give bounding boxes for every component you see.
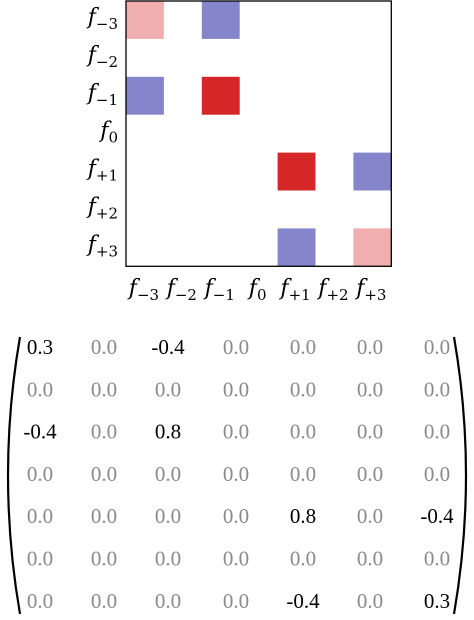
heatmap-cell [126, 76, 164, 115]
matrix-cell: 0.0 [357, 335, 383, 359]
x-tick-label: f0 [247, 276, 267, 304]
heatmap [125, 0, 392, 267]
heatmap-cell [277, 228, 316, 267]
y-tick-label: f+1 [86, 157, 118, 185]
matrix-cell: 0.0 [223, 462, 249, 486]
x-tick-label: f−3 [127, 276, 159, 304]
x-tick-label: f−1 [203, 276, 235, 304]
matrix-cell: 0.0 [27, 589, 53, 613]
matrix-cell: 0.8 [155, 420, 181, 444]
y-tick-label: f−2 [86, 43, 118, 71]
matrix-cell: -0.4 [23, 420, 57, 444]
matrix-cell: 0.0 [91, 547, 117, 571]
heatmap-cell [201, 1, 240, 39]
heatmap-cell [353, 228, 392, 267]
matrix-cell: 0.0 [91, 589, 117, 613]
matrix-cell: 0.0 [155, 547, 181, 571]
matrix-right-parenthesis [452, 336, 468, 615]
heatmap-cell [277, 152, 316, 191]
x-tick-label: f+2 [316, 276, 348, 304]
matrix-cell: 0.0 [91, 504, 117, 528]
matrix-cells: 0.3 0.0 -0.4 0.0 0.0 0.0 0.0 0.0 0.0 0.0 0.0 0.0 0.0… [23, 335, 454, 613]
matrix-cell: 0.0 [424, 335, 450, 359]
matrix-cell: 0.0 [290, 335, 316, 359]
matrix-cell: 0.0 [155, 504, 181, 528]
y-tick-label: f+2 [86, 194, 118, 222]
x-tick-label: f+1 [278, 276, 310, 304]
heatmap-frame [125, 0, 392, 267]
heatmap-cell [353, 152, 392, 191]
matrix-cell: 0.0 [91, 377, 117, 401]
matrix-cell: 0.0 [27, 462, 53, 486]
matrix-cell: -0.4 [151, 335, 185, 359]
matrix-cell: 0.0 [357, 377, 383, 401]
matrix-cell: 0.3 [424, 589, 450, 613]
matrix-cell: 0.0 [91, 462, 117, 486]
matrix-cell: 0.0 [155, 377, 181, 401]
matrix-cell: 0.8 [290, 504, 316, 528]
heatmap-cell [201, 76, 240, 115]
matrix-cell: 0.0 [155, 462, 181, 486]
x-tick-label: f−2 [165, 276, 197, 304]
matrix-cell: 0.0 [357, 547, 383, 571]
heatmap-y-tick-labels: f−3 f−2 f−1 f0 f+1 f+2 f+3 [86, 5, 118, 260]
matrix-cell: 0.0 [91, 335, 117, 359]
matrix-cell: 0.0 [290, 420, 316, 444]
matrix-cell: 0.0 [424, 377, 450, 401]
y-tick-label: f−3 [86, 5, 118, 33]
matrix-cell: 0.0 [27, 377, 53, 401]
matrix-cell: 0.0 [424, 547, 450, 571]
y-tick-label: f0 [98, 119, 118, 147]
matrix-cell: 0.0 [155, 589, 181, 613]
matrix-cell: 0.0 [424, 462, 450, 486]
matrix-cell: 0.0 [357, 462, 383, 486]
matrix-cell: 0.0 [357, 420, 383, 444]
matrix-cell: 0.0 [290, 547, 316, 571]
matrix-cell: 0.0 [223, 420, 249, 444]
heatmap-plot-area [126, 1, 392, 267]
heatmap-cell [126, 1, 164, 39]
matrix-cell: 0.0 [290, 377, 316, 401]
matrix-cell: 0.0 [27, 504, 53, 528]
matrix-cell: 0.0 [290, 462, 316, 486]
matrix-cell: 0.0 [424, 420, 450, 444]
y-tick-label: f−1 [86, 81, 118, 109]
matrix-cell: 0.0 [91, 420, 117, 444]
matrix-cell: 0.0 [223, 547, 249, 571]
matrix-cell: -0.4 [286, 589, 320, 613]
matrix-cell: 0.0 [223, 589, 249, 613]
matrix-cell: 0.0 [27, 547, 53, 571]
matrix-cell: 0.0 [223, 335, 249, 359]
matrix-cell: -0.4 [420, 504, 454, 528]
matrix-cell: 0.0 [223, 377, 249, 401]
matrix-cell: 0.0 [357, 504, 383, 528]
matrix-cell: 0.3 [27, 335, 53, 359]
matrix-display: 0.3 0.0 -0.4 0.0 0.0 0.0 0.0 0.0 0.0 0.0 0.0 0.0 0.0… [6, 335, 468, 615]
heatmap-x-tick-labels: f−3 f−2 f−1 f0 f+1 f+2 f+3 [127, 276, 387, 304]
matrix-left-parenthesis [6, 336, 22, 615]
y-tick-label: f+3 [86, 232, 118, 260]
matrix-cell: 0.0 [223, 504, 249, 528]
x-tick-label: f+3 [354, 276, 386, 304]
matrix-cell: 0.0 [357, 589, 383, 613]
